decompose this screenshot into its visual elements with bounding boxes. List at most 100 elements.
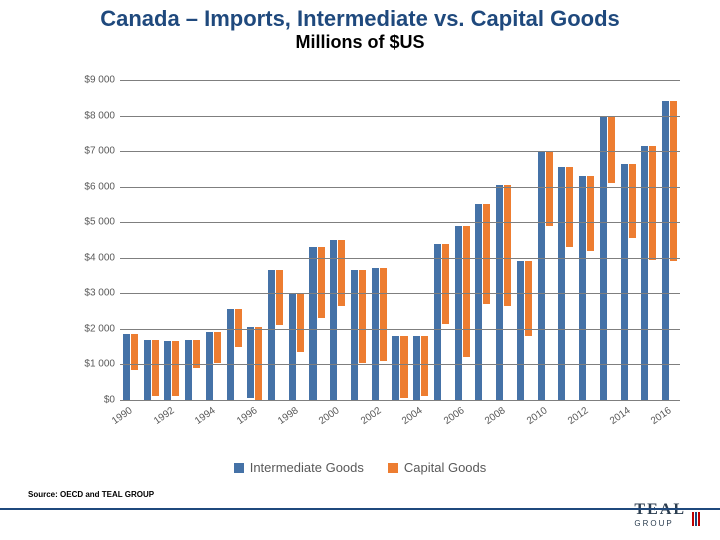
legend-label: Capital Goods <box>404 460 486 475</box>
bar <box>152 340 159 397</box>
bar <box>463 226 470 358</box>
x-tick-label: 1994 <box>193 405 218 427</box>
bar <box>641 146 648 400</box>
logo-stripe <box>692 512 694 526</box>
y-tick-label: $7 000 <box>60 146 115 157</box>
bar <box>475 204 482 400</box>
legend-item: Capital Goods <box>388 460 486 475</box>
bar-group <box>514 261 535 400</box>
x-tick-label: 1996 <box>235 405 260 427</box>
x-tick-label: 2016 <box>649 405 674 427</box>
y-tick-label: $9 000 <box>60 75 115 86</box>
legend: Intermediate Goods Capital Goods <box>0 460 720 476</box>
bar <box>483 204 490 304</box>
bar-group <box>639 146 660 400</box>
logo-group-text: GROUP <box>634 519 686 528</box>
y-tick-label: $8 000 <box>60 110 115 121</box>
bar <box>276 270 283 325</box>
bar-group <box>265 270 286 400</box>
bar <box>649 146 656 260</box>
bar-group <box>576 176 597 400</box>
bar <box>608 116 615 184</box>
bar-group <box>286 293 307 400</box>
chart-title: Canada – Imports, Intermediate vs. Capit… <box>0 0 720 32</box>
bar <box>392 336 399 400</box>
bar <box>227 309 234 400</box>
bar <box>525 261 532 336</box>
legend-item: Intermediate Goods <box>234 460 364 475</box>
x-tick-label: 2012 <box>566 405 591 427</box>
y-tick-label: $1 000 <box>60 359 115 370</box>
y-tick-label: $4 000 <box>60 252 115 263</box>
chart-subtitle: Millions of $US <box>0 32 720 53</box>
x-tick-label: 1990 <box>110 405 135 427</box>
bar <box>566 167 573 247</box>
bar <box>413 336 420 400</box>
bar <box>400 336 407 398</box>
logo-stripe <box>695 512 697 526</box>
bar-group <box>390 336 411 400</box>
bar <box>629 164 636 239</box>
bar <box>359 270 366 362</box>
bar-group <box>431 244 452 400</box>
legend-swatch <box>388 463 398 473</box>
grid-line <box>120 116 680 117</box>
bottom-rule <box>0 508 720 510</box>
bar-group <box>203 332 224 400</box>
bar <box>670 101 677 261</box>
bar <box>504 185 511 306</box>
logo-stripe <box>698 512 700 526</box>
bar-group <box>473 204 494 400</box>
bar-group <box>348 270 369 400</box>
grid-line <box>120 400 680 401</box>
grid-line <box>120 187 680 188</box>
bar <box>434 244 441 400</box>
bar-group <box>120 334 141 400</box>
grid-line <box>120 293 680 294</box>
y-tick-label: $0 <box>60 395 115 406</box>
bar <box>455 226 462 400</box>
bar-group <box>659 101 680 400</box>
y-tick-label: $5 000 <box>60 217 115 228</box>
bar <box>538 151 545 400</box>
logo-stripes <box>692 512 700 526</box>
y-tick-label: $6 000 <box>60 181 115 192</box>
x-tick-label: 1998 <box>276 405 301 427</box>
bar-group <box>161 341 182 400</box>
bar <box>421 336 428 396</box>
y-tick-label: $3 000 <box>60 288 115 299</box>
bar <box>172 341 179 396</box>
x-tick-label: 2004 <box>400 405 425 427</box>
bar <box>247 327 254 398</box>
slide: Canada – Imports, Intermediate vs. Capit… <box>0 0 720 540</box>
bar <box>297 293 304 352</box>
bar <box>330 240 337 400</box>
bar <box>268 270 275 400</box>
chart-area: $0 $1 000 $2 000 $3 000 $4 000 $5 000 $6 000 $7… <box>60 80 690 430</box>
grid-line <box>120 222 680 223</box>
teal-group-logo: TEAL GROUP <box>634 501 700 528</box>
bar <box>214 332 221 362</box>
y-tick-label: $2 000 <box>60 323 115 334</box>
bar-group <box>327 240 348 400</box>
x-tick-label: 2002 <box>359 405 384 427</box>
grid-line <box>120 80 680 81</box>
bar <box>309 247 316 400</box>
bar <box>442 244 449 324</box>
bar <box>579 176 586 400</box>
legend-swatch <box>234 463 244 473</box>
bar <box>517 261 524 400</box>
bar <box>546 151 553 226</box>
x-tick-label: 2000 <box>317 405 342 427</box>
bar-group <box>410 336 431 400</box>
bar <box>123 334 130 400</box>
logo-teal-text: TEAL <box>634 501 686 519</box>
x-tick-label: 2008 <box>483 405 508 427</box>
bar <box>144 340 151 400</box>
x-tick-label: 1992 <box>152 405 177 427</box>
grid-line <box>120 151 680 152</box>
plot-region: $0$1 000$2 000$3 000$4 000$5 000$6 000$7… <box>120 80 680 400</box>
bar-group <box>141 340 162 400</box>
grid-line <box>120 329 680 330</box>
bar-group <box>535 151 556 400</box>
